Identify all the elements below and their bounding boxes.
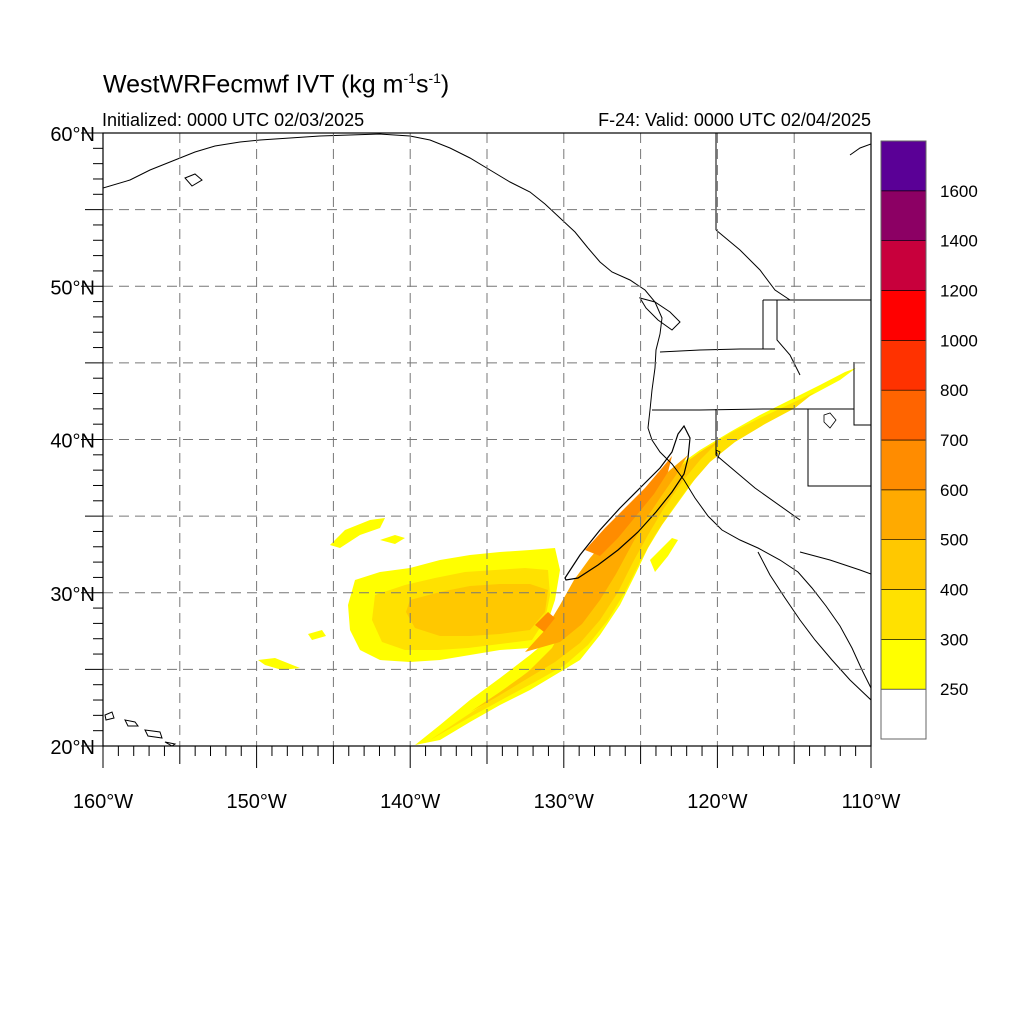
colorbar-label: 1000 xyxy=(940,331,978,350)
great-salt-lake xyxy=(823,412,837,429)
colorbar-label: 1600 xyxy=(940,182,978,201)
ivt-shade-600-small xyxy=(535,612,555,632)
colorbar-label: 1400 xyxy=(940,232,978,251)
vancouver-island xyxy=(638,297,681,331)
units-suffix: ) xyxy=(440,70,450,99)
lat-tick-label: 50°N xyxy=(50,277,95,299)
ivt-plume xyxy=(258,368,856,745)
colorbar-swatch xyxy=(880,489,927,540)
colorbar-swatch xyxy=(880,589,927,640)
units-mid: s xyxy=(415,70,429,99)
map-title: WestWRFecmwf IVT (kg m-1s-1) xyxy=(103,70,449,99)
colorbar-label: 800 xyxy=(940,381,968,400)
coastlines xyxy=(103,133,871,746)
colorbar-swatch xyxy=(880,290,927,341)
lon-tick-label: 130°W xyxy=(534,791,594,813)
initialized-label: Initialized: 0000 UTC 02/03/2025 xyxy=(102,110,365,130)
colorbar-label: 500 xyxy=(940,531,968,550)
colorbar-swatch xyxy=(880,340,927,391)
ivt-shade-600 xyxy=(585,456,672,556)
us-mexico-border xyxy=(799,551,871,575)
colorbar-swatch xyxy=(880,439,927,491)
political-boundaries xyxy=(652,133,871,575)
or-ca-border xyxy=(652,408,854,411)
nv-ut-border xyxy=(807,409,871,487)
lat-tick-label: 30°N xyxy=(50,584,95,606)
ivt-contour-line xyxy=(564,424,691,581)
units-exp2: -1 xyxy=(428,70,441,86)
colorbar-label: 400 xyxy=(940,581,968,600)
axis-ticks: 60°N 50°N 40°N 30°N 20°N 160°W 150°W 140°W 130°W… xyxy=(50,124,900,813)
id-mt-border xyxy=(776,300,801,376)
ivt-shade-500 xyxy=(525,455,688,652)
colorbar-label: 700 xyxy=(940,431,968,450)
colorbar-swatch xyxy=(880,240,927,291)
colorbar-swatch xyxy=(880,639,927,690)
colorbar-swatch xyxy=(880,389,927,441)
colorbar-swatch xyxy=(880,688,927,740)
colorbar-label: 300 xyxy=(940,630,968,649)
lat-tick-label: 20°N xyxy=(50,737,95,759)
map-gridlines xyxy=(103,133,871,746)
kodiak xyxy=(184,173,203,187)
colorbar-label: 600 xyxy=(940,481,968,500)
colorbar-label: 1200 xyxy=(940,282,978,301)
hawaii-2 xyxy=(124,719,139,727)
bc-ab-border xyxy=(715,229,791,301)
colorbar-swatch xyxy=(880,190,927,241)
wy-border xyxy=(853,362,871,426)
lon-tick-label: 110°W xyxy=(842,791,901,813)
hawaii-4 xyxy=(164,741,177,746)
lon-tick-label: 150°W xyxy=(226,791,286,813)
colorbar-swatch xyxy=(880,140,927,192)
lat-tick-label: 60°N xyxy=(50,124,95,146)
lon-tick-label: 160°W xyxy=(73,791,133,813)
units-exp1: -1 xyxy=(403,70,416,86)
ivt-shade-250-spot1 xyxy=(330,518,385,548)
northeast-coast xyxy=(849,143,871,156)
ivt-shade-250-spot4 xyxy=(650,538,678,572)
lat-tick-label: 40°N xyxy=(50,431,95,453)
us-west-coast xyxy=(647,333,871,689)
baja-coast xyxy=(757,551,871,701)
valid-time-label: F-24: Valid: 0000 UTC 02/04/2025 xyxy=(598,110,871,130)
ivt-shade-250-spot3 xyxy=(258,658,300,670)
ivt-shade-250-spot2 xyxy=(380,535,405,544)
bc-coast xyxy=(587,247,663,335)
colorbar-label: 250 xyxy=(940,680,968,699)
ivt-shade-400-west xyxy=(406,584,548,636)
colorbar-swatch xyxy=(880,539,927,590)
lon-tick-label: 120°W xyxy=(687,791,747,813)
ca-nv-border xyxy=(715,409,801,521)
lon-tick-label: 140°W xyxy=(380,791,440,813)
title-text: WestWRFecmwf IVT xyxy=(103,70,335,99)
alaska-coast xyxy=(103,133,589,249)
hawaii-1 xyxy=(104,711,115,721)
units-prefix: (kg m xyxy=(340,70,404,99)
ivt-shade-250-spot5 xyxy=(308,630,326,640)
ivt-colorbar: 250 300 400 500 600 700 800 1000 1200 1400 1600 xyxy=(880,140,978,740)
colorbar-frame xyxy=(880,140,927,740)
hawaii-3 xyxy=(144,729,163,739)
us-canada-border xyxy=(659,348,775,353)
